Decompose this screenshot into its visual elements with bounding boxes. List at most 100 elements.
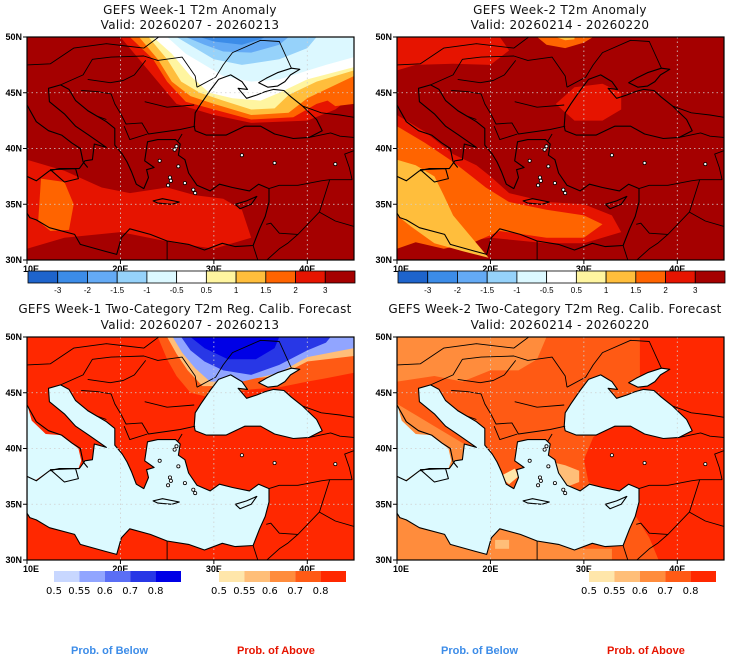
lat-tick-label: 30N [5, 255, 22, 265]
country-border [268, 479, 353, 490]
country-border [638, 479, 723, 490]
island-or-lake [563, 191, 568, 196]
lat-tick-label: 30N [375, 255, 392, 265]
island-or-lake [703, 162, 708, 167]
colorbar-swatch [614, 571, 640, 582]
colorbar-swatch [235, 270, 267, 284]
island-or-lake [157, 458, 162, 463]
country-border [319, 211, 354, 227]
island-or-lake [544, 444, 549, 449]
island-or-lake [191, 187, 196, 192]
island-or-lake [168, 478, 173, 483]
country-border [177, 133, 183, 143]
island-or-lake [537, 175, 542, 180]
island-or-lake [563, 491, 568, 496]
country-border [144, 101, 195, 108]
colorbar-label: 0.5 [46, 586, 62, 597]
colorbar-label: -3 [54, 286, 62, 295]
tyrrhenian-sea [27, 403, 82, 485]
country-border [714, 150, 724, 180]
colorbar-label: 1.5 [630, 286, 642, 295]
tyrrhenian-sea [397, 403, 452, 485]
country-border [451, 390, 482, 395]
country-border [493, 426, 518, 441]
coastline-azov [258, 367, 301, 388]
lat-tick-label: 45N [375, 388, 392, 398]
lat-tick-label: 40N [5, 444, 22, 454]
country-border [514, 401, 565, 408]
footer-prob-above-left: Prob. of Above [237, 645, 315, 657]
footer-prob-below-right: Prob. of Below [441, 645, 518, 657]
country-border [344, 150, 354, 180]
island-or-lake [552, 481, 557, 486]
island-or-lake [167, 175, 172, 180]
lon-tick-label: 30E [576, 564, 592, 574]
colorbar-label: -1.5 [480, 286, 494, 295]
island-or-lake [642, 160, 647, 165]
country-border [266, 234, 299, 260]
country-border [636, 234, 669, 260]
country-border [266, 534, 299, 560]
island-or-lake [537, 475, 542, 480]
island-cyprus [604, 495, 628, 510]
colorbar-swatch [244, 571, 270, 582]
country-border [451, 90, 482, 95]
anomaly-region-plus1-north [555, 37, 575, 41]
lon-tick-label: 10E [23, 564, 39, 574]
island-or-lake [172, 147, 177, 152]
lon-tick-label: 20E [482, 264, 498, 274]
country-border [636, 479, 701, 535]
island-or-lake [182, 481, 187, 486]
island-or-lake [157, 158, 162, 163]
colorbar-swatch [104, 571, 131, 582]
island-or-lake [546, 164, 551, 169]
colorbar-label: 0.7 [122, 586, 138, 597]
lon-tick-label: 10E [23, 264, 39, 274]
lon-tick-label: 40E [669, 264, 685, 274]
sea-of-azov [258, 368, 300, 388]
island-or-lake [166, 183, 171, 188]
colorbar-label: -0.5 [170, 286, 184, 295]
anomaly-region-minus15 [185, 37, 289, 53]
lon-tick-label: 20E [112, 264, 128, 274]
island-or-lake [542, 447, 547, 452]
anomaly-region-plus15 [38, 178, 74, 231]
colorbar-swatch [427, 270, 458, 284]
lat-tick-label: 35N [5, 499, 22, 509]
country-border [714, 450, 724, 480]
colorbar-label: 0.6 [632, 586, 648, 597]
coastline-italy [27, 104, 89, 168]
panel-title-week1-anomaly: GEFS Week-1 T2m Anomaly [103, 3, 277, 17]
lon-tick-label: 40E [299, 564, 315, 574]
coastline-black-sea [563, 74, 693, 140]
island-or-lake [536, 183, 541, 188]
colorbar-label: 2 [663, 286, 668, 295]
country-border [309, 132, 354, 138]
country-border [27, 37, 159, 66]
colorbar-label: 1 [604, 286, 609, 295]
country-border [672, 105, 724, 118]
island-or-lake [182, 181, 187, 186]
country-border [81, 390, 112, 395]
anomaly-region-plus2-nw [397, 37, 510, 71]
island-or-lake [527, 458, 532, 463]
country-border [547, 433, 553, 443]
colorbar-label: 0.6 [262, 586, 278, 597]
island-or-lake [333, 162, 338, 167]
panel-valid-week1-prob: Valid: 20260207 - 20260213 [100, 318, 280, 332]
country-border [87, 110, 107, 120]
colorbar-swatch [665, 571, 691, 582]
panel-title-week2-anomaly: GEFS Week-2 T2m Anomaly [473, 3, 647, 17]
colorbar-label: -1.5 [110, 286, 124, 295]
island-or-lake [174, 444, 179, 449]
country-border [110, 93, 196, 135]
country-border [110, 393, 196, 435]
anomaly-region-plus2 [27, 159, 252, 249]
lat-tick-label: 45N [5, 388, 22, 398]
colorbar-label: 0.5 [581, 586, 597, 597]
lon-tick-label: 20E [482, 564, 498, 574]
country-border [266, 179, 331, 235]
colorbar-swatch [295, 571, 321, 582]
lat-tick-label: 40N [375, 444, 392, 454]
